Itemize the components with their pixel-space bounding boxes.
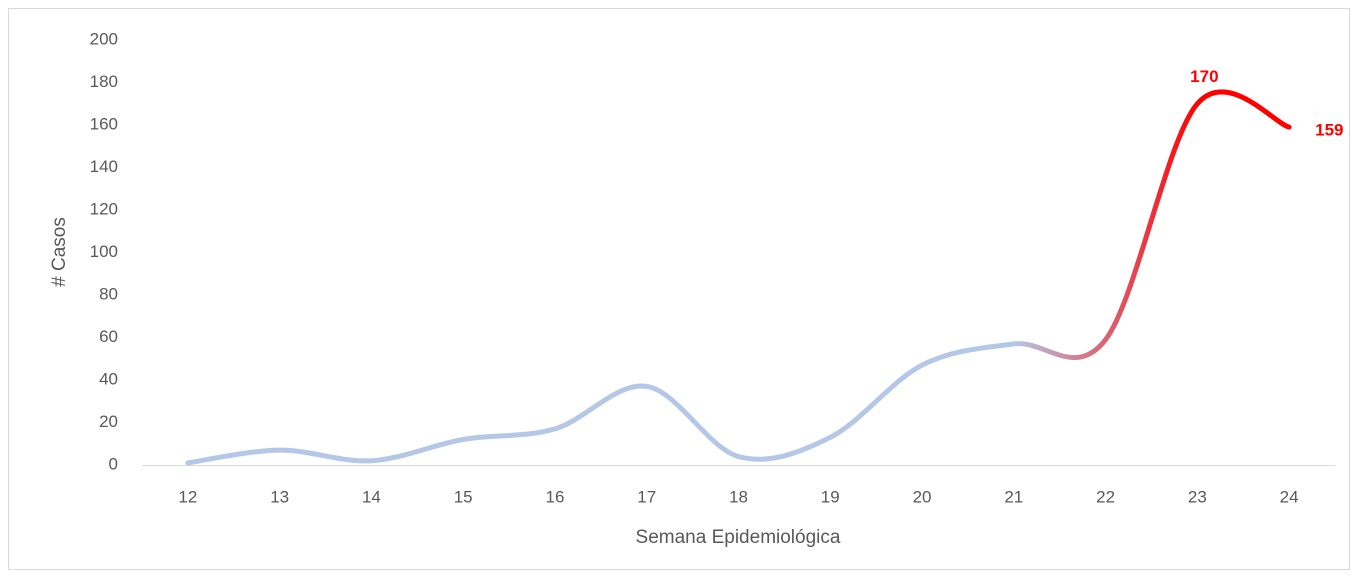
y-tick-label: 200 (90, 29, 118, 48)
y-tick-label: 140 (90, 157, 118, 176)
x-tick-label: 19 (821, 487, 840, 506)
y-tick-label: 180 (90, 72, 118, 91)
x-tick-label: 14 (362, 487, 381, 506)
y-tick-label: 0 (109, 454, 118, 473)
x-tick-label: 12 (178, 487, 197, 506)
y-tick-label: 60 (99, 327, 118, 346)
chart-border (8, 8, 1350, 570)
x-tick-label: 16 (546, 487, 565, 506)
x-axis-title: Semana Epidemiológica (636, 527, 841, 548)
x-tick-label: 22 (1096, 487, 1115, 506)
x-tick-label: 17 (637, 487, 656, 506)
y-tick-label: 80 (99, 284, 118, 303)
x-tick-label: 21 (1004, 487, 1023, 506)
x-tick-label: 18 (729, 487, 748, 506)
x-tick-label: 23 (1188, 487, 1207, 506)
y-tick-label: 160 (90, 114, 118, 133)
x-tick-label: 24 (1280, 487, 1299, 506)
y-tick-label: 40 (99, 369, 118, 388)
y-tick-label: 20 (99, 412, 118, 431)
data-label: 170 (1190, 67, 1218, 86)
x-tick-label: 13 (270, 487, 289, 506)
x-tick-label: 20 (913, 487, 932, 506)
data-line (185, 89, 1292, 466)
y-tick-label: 100 (90, 242, 118, 261)
y-axis-title: # Casos (49, 217, 70, 287)
x-tick-label: 15 (454, 487, 473, 506)
y-tick-label: 120 (90, 199, 118, 218)
data-label: 159 (1315, 121, 1343, 140)
